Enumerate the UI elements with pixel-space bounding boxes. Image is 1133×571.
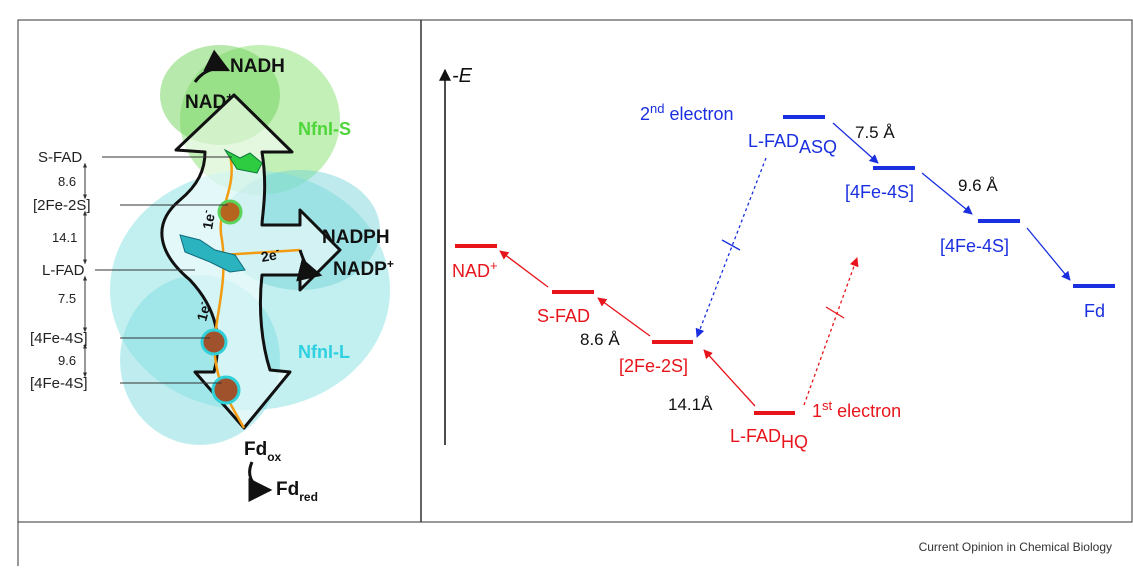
nadph-label: NADPH bbox=[322, 227, 390, 248]
level-label: [2Fe-2S] bbox=[619, 356, 688, 376]
label-sup: + bbox=[387, 257, 394, 271]
distance-label: 9.6 bbox=[58, 353, 76, 368]
fd-red: Fdred bbox=[276, 479, 318, 504]
label-base: L-FAD bbox=[748, 131, 799, 151]
level-label: S-FAD bbox=[537, 306, 590, 326]
label-base: 2 bbox=[640, 104, 650, 124]
label-sup: + bbox=[226, 90, 233, 104]
label-tail: electron bbox=[837, 401, 901, 421]
label-sub: red bbox=[299, 490, 318, 504]
label-sup: nd bbox=[650, 101, 664, 116]
distance-label: 7.5 bbox=[58, 291, 76, 306]
axis-label: -E bbox=[452, 65, 473, 87]
nadp-label: NADP+ bbox=[333, 257, 394, 280]
cofactor-label: S-FAD bbox=[38, 149, 82, 166]
label-base: NAD bbox=[452, 261, 490, 281]
electron-label: 1st electron bbox=[812, 398, 901, 421]
nadh-label: NADH bbox=[230, 56, 285, 77]
distance-label: 7.5 Å bbox=[855, 123, 895, 142]
cofactor-label: [4Fe-4S] bbox=[30, 375, 88, 392]
transfer-arrows bbox=[500, 123, 1070, 406]
footer: Current Opinion in Chemical Biology bbox=[919, 540, 1112, 554]
subunit-large: NfnI-L bbox=[298, 342, 350, 362]
level-label: L-FADHQ bbox=[730, 426, 808, 452]
level-label: NAD+ bbox=[452, 258, 498, 281]
figure: NADH NAD+ NfnI-S NADPH NADP+ NfnI-L 1e- … bbox=[0, 0, 1133, 566]
label-sub: ox bbox=[267, 450, 281, 464]
fd-ox: Fdox bbox=[244, 439, 282, 464]
label-sup: st bbox=[822, 398, 833, 413]
label-base: L-FAD bbox=[730, 426, 781, 446]
distance-label: 8.6 Å bbox=[580, 330, 620, 349]
distance-label: 9.6 Å bbox=[958, 176, 998, 195]
cofactor-label: [4Fe-4S] bbox=[30, 330, 88, 347]
label-base: 1e bbox=[199, 212, 217, 230]
nad-label: NAD+ bbox=[185, 90, 233, 113]
distance-label: 14.1Å bbox=[668, 395, 713, 414]
label-base: Fd bbox=[276, 479, 299, 500]
label-base: NAD bbox=[185, 92, 226, 113]
level-label: [4Fe-4S] bbox=[940, 236, 1009, 256]
label-base: NADP bbox=[333, 259, 387, 280]
levels bbox=[455, 117, 1115, 413]
label-base: Fd bbox=[244, 439, 267, 460]
distance-label: 14.1 bbox=[52, 230, 77, 245]
subunit-small: NfnI-S bbox=[298, 119, 351, 139]
cofactor-label: [2Fe-2S] bbox=[33, 197, 91, 214]
cofactor-label: L-FAD bbox=[42, 262, 85, 279]
label-tail: electron bbox=[669, 104, 733, 124]
distance-label: 8.6 bbox=[58, 174, 76, 189]
level-label: L-FADASQ bbox=[748, 131, 837, 157]
label-sub: ASQ bbox=[799, 137, 837, 157]
level-label: Fd bbox=[1084, 301, 1105, 321]
level-label: [4Fe-4S] bbox=[845, 182, 914, 202]
label-sub: HQ bbox=[781, 432, 808, 452]
label-base: 1 bbox=[812, 401, 822, 421]
label-sup: + bbox=[490, 258, 498, 273]
electron-label: 2nd electron bbox=[640, 101, 734, 124]
